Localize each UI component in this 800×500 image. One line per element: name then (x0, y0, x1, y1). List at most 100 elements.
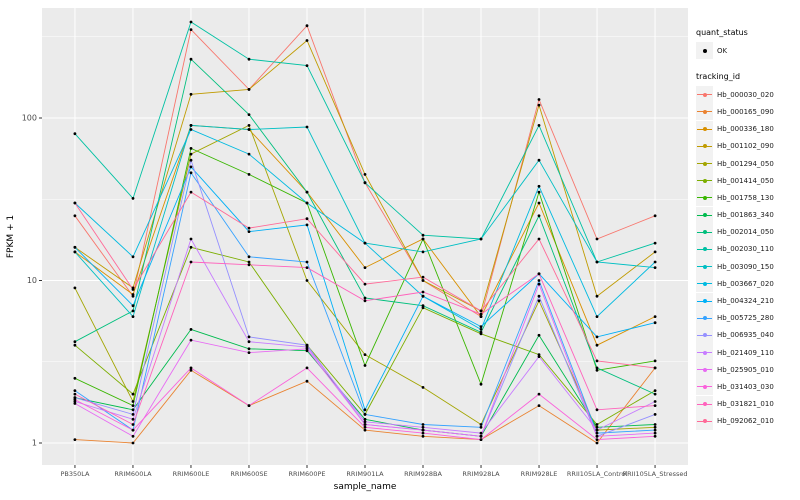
data-point (537, 355, 541, 358)
legend-item-Hb_001102_090: Hb_001102_090 (696, 137, 796, 155)
legend-label: Hb_092062_010 (717, 417, 774, 426)
data-point (189, 28, 193, 31)
data-point (305, 39, 309, 42)
data-point (189, 366, 193, 370)
data-point (247, 335, 251, 339)
legend-label: Hb_001414_050 (717, 176, 774, 185)
series-color-key-icon (696, 86, 713, 104)
data-point (653, 359, 657, 363)
legend-item-Hb_092062_010: Hb_092062_010 (696, 412, 796, 430)
series-color-key-icon (696, 258, 713, 276)
data-point (363, 296, 367, 300)
legend-label: Hb_001758_130 (717, 193, 774, 202)
data-point (131, 304, 135, 308)
data-point (653, 241, 657, 245)
series-color-key-icon (696, 155, 713, 173)
data-point (595, 425, 599, 429)
data-point (421, 290, 425, 294)
legend-item-Hb_000336_180: Hb_000336_180 (696, 120, 796, 138)
data-point (537, 184, 541, 188)
legend-item-Hb_001294_050: Hb_001294_050 (696, 155, 796, 173)
data-point (479, 312, 483, 316)
data-point (421, 306, 425, 310)
legend-label: OK (717, 46, 728, 55)
data-point (595, 294, 599, 298)
data-point (363, 282, 367, 286)
data-point (131, 309, 135, 313)
x-tick-label: RRIM600SE (230, 470, 267, 478)
data-point (479, 423, 483, 426)
data-point (537, 103, 541, 107)
series-color-key-icon (696, 361, 713, 379)
data-point (479, 325, 483, 328)
data-point (479, 328, 483, 331)
series-color-key-icon (696, 240, 713, 258)
data-point (73, 343, 77, 347)
data-point (363, 417, 367, 421)
data-point (131, 197, 135, 200)
legend-label: Hb_004324_210 (717, 297, 774, 306)
data-point (305, 201, 309, 205)
data-point (247, 263, 251, 267)
data-point (537, 201, 541, 205)
legend-label: Hb_002030_110 (717, 245, 774, 254)
data-point (421, 294, 425, 298)
data-point (73, 402, 77, 405)
data-point (247, 128, 251, 131)
legend-item-Hb_021409_110: Hb_021409_110 (696, 344, 796, 362)
legend-label: Hb_003667_020 (717, 279, 774, 288)
data-point (73, 245, 77, 249)
data-point (537, 98, 541, 101)
data-point (363, 299, 367, 303)
data-point (305, 24, 309, 28)
legend-item-Hb_031403_030: Hb_031403_030 (696, 378, 796, 396)
data-point (131, 315, 135, 318)
data-point (653, 389, 657, 392)
data-point (305, 366, 309, 370)
data-point (537, 392, 541, 396)
legend-item-Hb_001758_130: Hb_001758_130 (696, 189, 796, 207)
data-point (363, 364, 367, 367)
data-point (479, 330, 483, 334)
data-point (653, 423, 657, 426)
series-color-key-icon (696, 378, 713, 396)
data-point (131, 423, 135, 426)
data-point (537, 279, 541, 282)
data-point (305, 223, 309, 227)
data-point (421, 434, 425, 438)
series-color-key-icon (696, 275, 713, 293)
series-color-key-icon (696, 223, 713, 241)
data-point (363, 423, 367, 426)
data-point (305, 64, 309, 67)
data-point (537, 333, 541, 337)
data-point (363, 413, 367, 416)
data-point (305, 217, 309, 221)
data-point (653, 266, 657, 269)
legend-label: Hb_000030_020 (717, 90, 774, 99)
data-point (189, 190, 193, 194)
data-point (653, 428, 657, 432)
data-point (363, 428, 367, 432)
chart-area: 1 10 100 PB350LA RRIM600LA RRIM600LE RRIM600SE… (6, 8, 688, 492)
legend-item-Hb_000165_090: Hb_000165_090 (696, 103, 796, 121)
data-point (595, 434, 599, 438)
x-tick-label: RRII105LA_Stressed (623, 470, 688, 478)
data-point (363, 181, 367, 185)
data-point (131, 413, 135, 416)
data-point (595, 408, 599, 412)
y-axis-title: FPKM + 1 (6, 215, 16, 258)
data-point (653, 434, 657, 438)
data-point (189, 171, 193, 175)
data-point (363, 425, 367, 429)
legend-item-Hb_004324_210: Hb_004324_210 (696, 292, 796, 310)
data-point (421, 304, 425, 308)
legend-label: Hb_031403_030 (717, 382, 774, 391)
data-point (595, 368, 599, 372)
data-point (537, 124, 541, 127)
data-point (363, 266, 367, 269)
x-tick-label: RRIM600LE (173, 470, 210, 478)
data-point (653, 250, 657, 254)
data-point (189, 158, 193, 162)
series-color-key-icon (696, 137, 713, 155)
